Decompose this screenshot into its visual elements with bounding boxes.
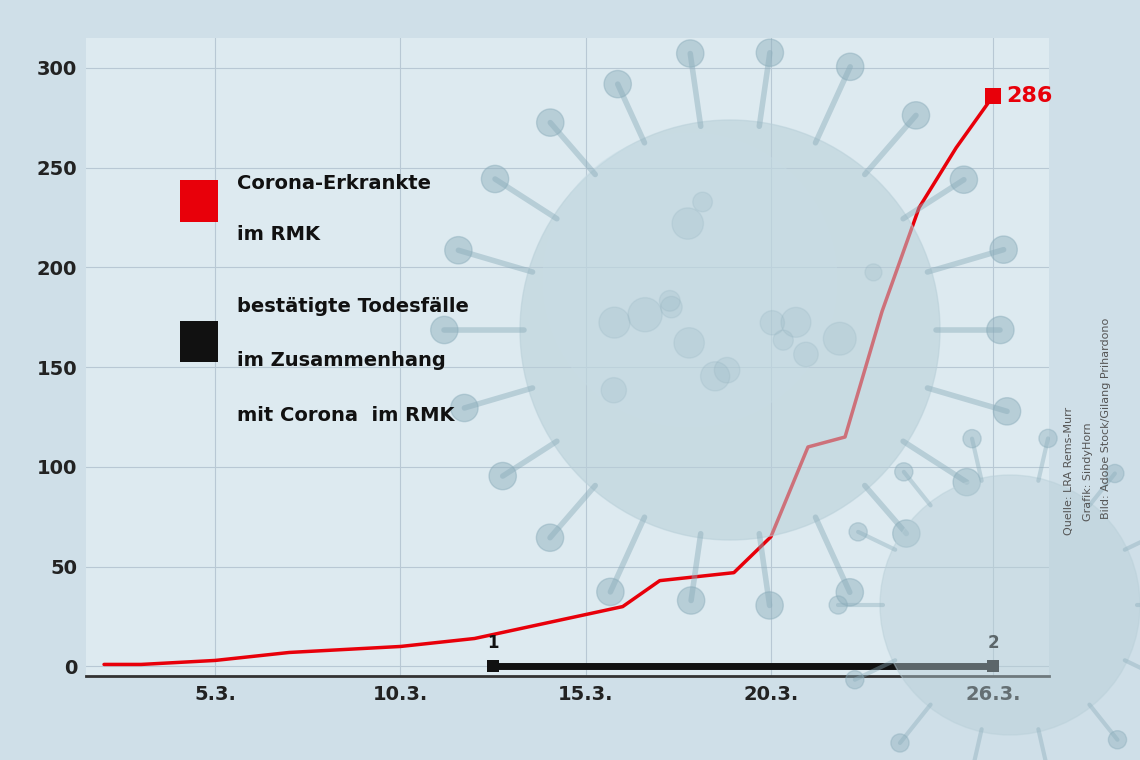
Circle shape bbox=[445, 236, 472, 264]
Text: mit Corona  im RMK: mit Corona im RMK bbox=[237, 406, 454, 426]
Circle shape bbox=[963, 429, 982, 448]
Circle shape bbox=[890, 734, 909, 752]
Circle shape bbox=[520, 120, 940, 540]
Text: 286: 286 bbox=[1007, 86, 1052, 106]
Circle shape bbox=[601, 378, 626, 403]
Circle shape bbox=[489, 462, 516, 489]
Circle shape bbox=[773, 330, 793, 350]
Circle shape bbox=[693, 192, 712, 212]
Circle shape bbox=[849, 523, 868, 541]
Circle shape bbox=[993, 397, 1020, 425]
Circle shape bbox=[951, 166, 977, 193]
Text: bestätigte Todesfälle: bestätigte Todesfälle bbox=[237, 296, 469, 316]
Circle shape bbox=[880, 475, 1140, 735]
Bar bbox=[180, 181, 218, 222]
Circle shape bbox=[865, 264, 882, 281]
Circle shape bbox=[659, 290, 681, 311]
Text: Quelle: LRA Rems-Murr: Quelle: LRA Rems-Murr bbox=[1065, 407, 1074, 535]
Circle shape bbox=[431, 316, 458, 344]
Circle shape bbox=[536, 524, 563, 551]
Circle shape bbox=[903, 102, 929, 129]
Circle shape bbox=[990, 236, 1017, 263]
Circle shape bbox=[715, 357, 740, 383]
Circle shape bbox=[781, 307, 811, 337]
Circle shape bbox=[481, 166, 508, 192]
Text: im RMK: im RMK bbox=[237, 225, 319, 244]
Circle shape bbox=[450, 394, 478, 422]
Circle shape bbox=[793, 342, 819, 367]
Circle shape bbox=[893, 520, 920, 547]
Text: 2: 2 bbox=[987, 635, 999, 652]
Circle shape bbox=[823, 322, 856, 355]
Circle shape bbox=[895, 463, 913, 481]
Text: Bild: Adobe Stock/Gilang Prihardono: Bild: Adobe Stock/Gilang Prihardono bbox=[1101, 318, 1110, 518]
Circle shape bbox=[598, 307, 630, 338]
Circle shape bbox=[661, 296, 682, 318]
Circle shape bbox=[701, 362, 730, 391]
Circle shape bbox=[537, 109, 564, 136]
Text: Grafik: SindyHorn: Grafik: SindyHorn bbox=[1083, 422, 1092, 521]
Circle shape bbox=[846, 670, 864, 689]
Text: Corona-Erkrankte: Corona-Erkrankte bbox=[237, 173, 431, 192]
Circle shape bbox=[756, 39, 783, 66]
Text: 1: 1 bbox=[487, 635, 499, 652]
Circle shape bbox=[628, 298, 662, 332]
Circle shape bbox=[596, 578, 624, 606]
Circle shape bbox=[836, 578, 863, 606]
Circle shape bbox=[760, 311, 784, 335]
Circle shape bbox=[837, 53, 864, 81]
Bar bbox=[180, 321, 218, 362]
Circle shape bbox=[543, 133, 837, 427]
Circle shape bbox=[987, 316, 1015, 344]
Circle shape bbox=[1108, 730, 1126, 749]
Circle shape bbox=[1106, 464, 1124, 483]
Circle shape bbox=[677, 587, 705, 614]
Circle shape bbox=[756, 592, 783, 619]
Circle shape bbox=[673, 208, 703, 239]
Circle shape bbox=[674, 328, 705, 358]
Circle shape bbox=[953, 468, 980, 496]
Circle shape bbox=[604, 71, 632, 98]
Text: im Zusammenhang: im Zusammenhang bbox=[237, 351, 446, 371]
Circle shape bbox=[1039, 429, 1057, 448]
Circle shape bbox=[829, 596, 847, 614]
Circle shape bbox=[677, 40, 703, 67]
